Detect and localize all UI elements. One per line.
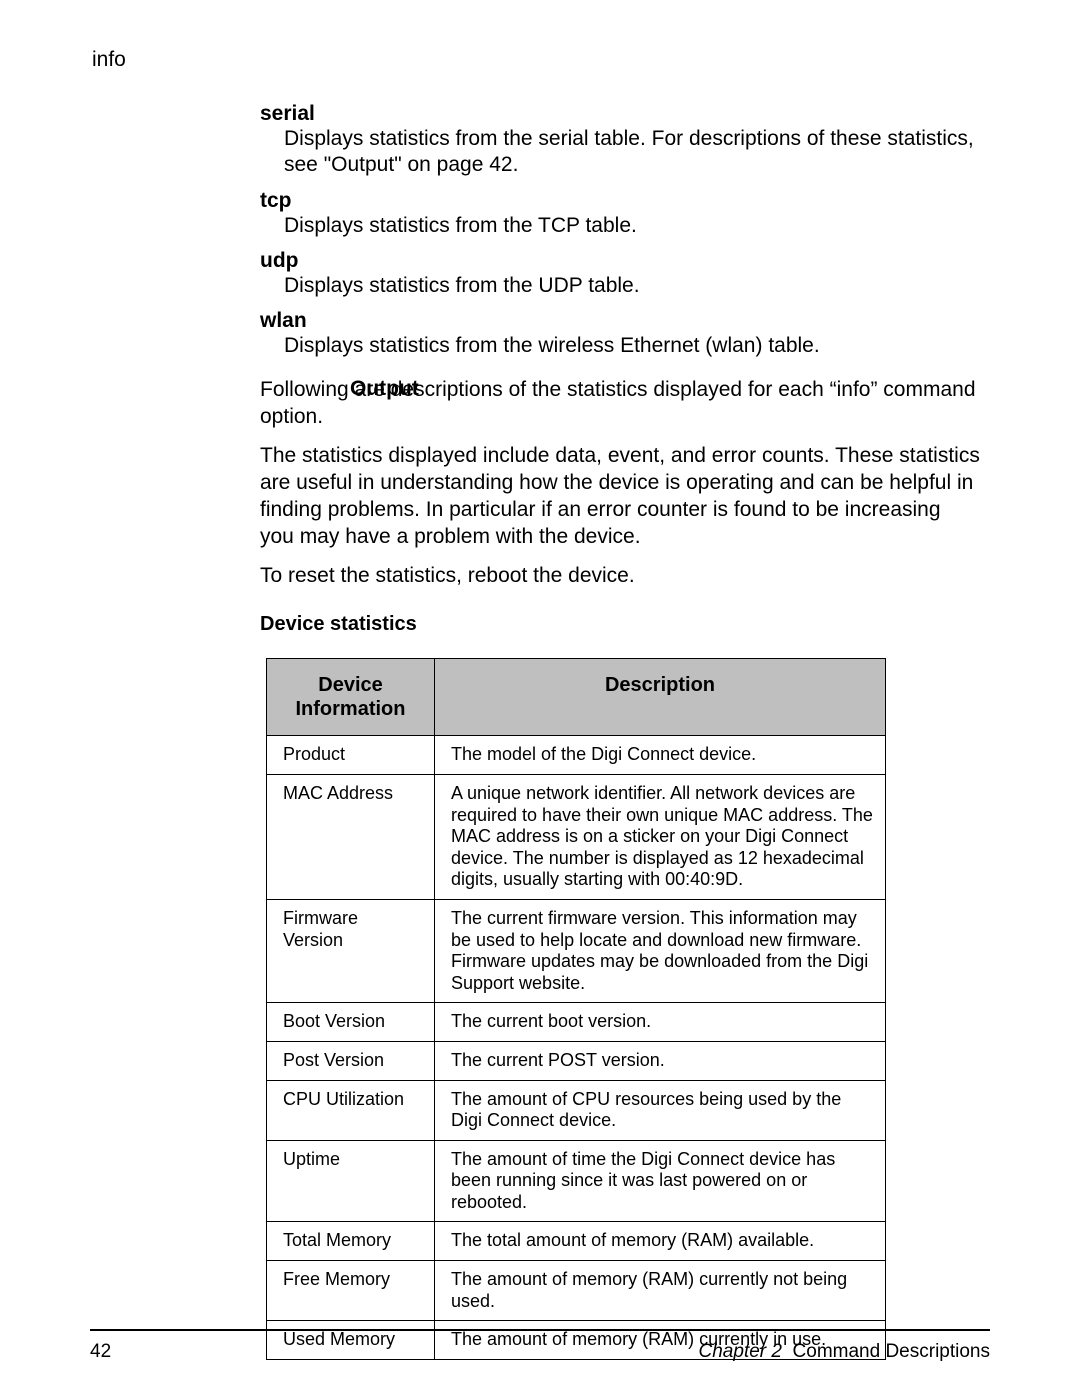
table-cell-desc: The current POST version. <box>435 1041 886 1080</box>
term-wlan-desc: Displays statistics from the wireless Et… <box>284 333 980 359</box>
term-wlan-label: wlan <box>260 309 980 333</box>
table-cell-desc: A unique network identifier. All network… <box>435 774 886 899</box>
table-cell-desc: The current firmware version. This infor… <box>435 899 886 1002</box>
table-cell-desc: The current boot version. <box>435 1003 886 1042</box>
table-header-device-information: Device Information <box>267 659 435 736</box>
table-cell-name: Total Memory <box>267 1222 435 1261</box>
table-header-description: Description <box>435 659 886 736</box>
table-cell-name: Firmware Version <box>267 899 435 1002</box>
term-tcp-desc: Displays statistics from the TCP table. <box>284 213 980 239</box>
body-area: serial Displays statistics from the seri… <box>260 102 980 1360</box>
chapter-label: Chapter 2 Command Descriptions <box>699 1341 990 1363</box>
footer: 42 Chapter 2 Command Descriptions <box>90 1341 990 1363</box>
table-row: Total Memory The total amount of memory … <box>267 1222 886 1261</box>
table-cell-name: Free Memory <box>267 1261 435 1321</box>
table-header-c1-line1: Device <box>318 674 383 696</box>
table-row: MAC Address A unique network identifier.… <box>267 774 886 899</box>
table-cell-name: Post Version <box>267 1041 435 1080</box>
table-cell-desc: The total amount of memory (RAM) availab… <box>435 1222 886 1261</box>
running-head: info <box>92 48 990 72</box>
table-cell-name: Boot Version <box>267 1003 435 1042</box>
term-udp-label: udp <box>260 249 980 273</box>
table-row: Uptime The amount of time the Digi Conne… <box>267 1140 886 1222</box>
table-row: CPU Utilization The amount of CPU resour… <box>267 1080 886 1140</box>
term-serial-desc: Displays statistics from the serial tabl… <box>284 126 980 179</box>
output-block: Following are descriptions of the statis… <box>260 377 980 589</box>
table-row: Free Memory The amount of memory (RAM) c… <box>267 1261 886 1321</box>
footer-rule <box>90 1329 990 1331</box>
output-paragraph-3: To reset the statistics, reboot the devi… <box>260 563 980 590</box>
table-cell-name: MAC Address <box>267 774 435 899</box>
output-paragraph-2: The statistics displayed include data, e… <box>260 443 980 551</box>
chapter-rest: Command Descriptions <box>782 1341 990 1362</box>
chapter-italic: Chapter 2 <box>699 1341 782 1362</box>
table-row: Product The model of the Digi Connect de… <box>267 736 886 775</box>
term-udp-desc: Displays statistics from the UDP table. <box>284 273 980 299</box>
device-statistics-heading: Device statistics <box>260 613 980 636</box>
table-cell-desc: The amount of time the Digi Connect devi… <box>435 1140 886 1222</box>
table-cell-name: Uptime <box>267 1140 435 1222</box>
table-cell-name: CPU Utilization <box>267 1080 435 1140</box>
table-row: Post Version The current POST version. <box>267 1041 886 1080</box>
table-cell-name: Product <box>267 736 435 775</box>
page: info serial Displays statistics from the… <box>0 0 1080 1397</box>
table-cell-desc: The amount of memory (RAM) currently not… <box>435 1261 886 1321</box>
term-serial-label: serial <box>260 102 980 126</box>
table-header-row: Device Information Description <box>267 659 886 736</box>
table-row: Firmware Version The current firmware ve… <box>267 899 886 1002</box>
table-row: Boot Version The current boot version. <box>267 1003 886 1042</box>
table-cell-desc: The model of the Digi Connect device. <box>435 736 886 775</box>
device-statistics-table: Device Information Description Product T… <box>266 658 886 1359</box>
table-cell-desc: The amount of CPU resources being used b… <box>435 1080 886 1140</box>
output-section-label: Output <box>350 377 419 401</box>
page-number: 42 <box>90 1341 111 1363</box>
table-header-c1-line2: Information <box>296 698 406 720</box>
term-tcp-label: tcp <box>260 189 980 213</box>
